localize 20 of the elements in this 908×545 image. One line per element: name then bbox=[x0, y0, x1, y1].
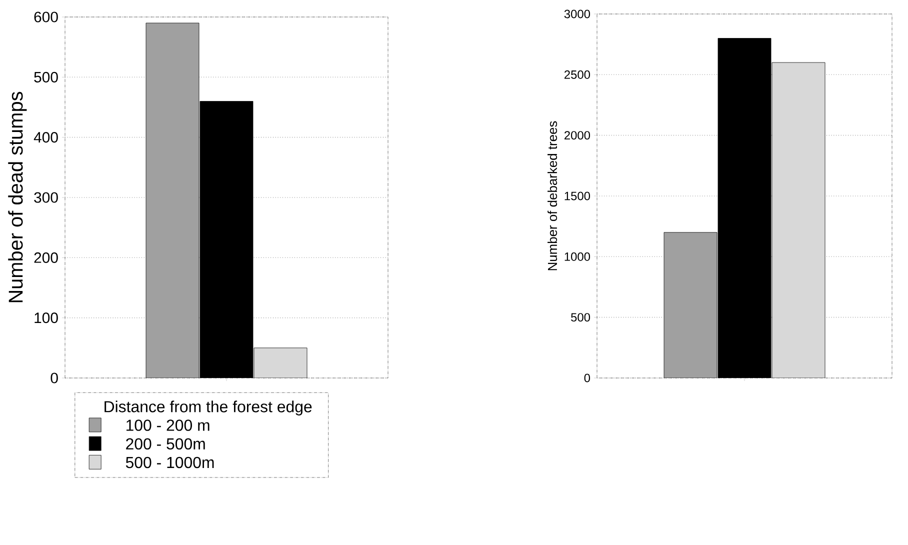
y-tick-label: 600 bbox=[34, 12, 58, 22]
y-tick-label: 300 bbox=[34, 192, 58, 203]
y-tick-label: 2500 bbox=[564, 70, 590, 79]
legend-label: 500 - 1000m bbox=[126, 456, 214, 468]
y-tick-label: 200 bbox=[34, 252, 58, 263]
y-axis-title: Number of debarked trees bbox=[548, 121, 558, 270]
y-axis-title: Number of dead stumps bbox=[8, 92, 27, 302]
y-tick-label: 500 bbox=[571, 313, 590, 322]
legend-label: 100 - 200 m bbox=[126, 420, 210, 431]
y-tick-label: 1000 bbox=[564, 252, 590, 261]
y-tick-label: 500 bbox=[34, 72, 58, 82]
y-tick-label: 2000 bbox=[564, 131, 590, 140]
y-tick-label: 0 bbox=[584, 374, 590, 382]
y-tick-label: 3000 bbox=[564, 10, 590, 18]
legend-label: 200 - 500m bbox=[126, 438, 205, 450]
y-tick-label: 400 bbox=[34, 132, 58, 143]
y-tick-label: 1500 bbox=[564, 192, 590, 200]
y-tick-label: 100 bbox=[34, 312, 58, 324]
legend-title: Distance from the forest edge bbox=[104, 400, 312, 416]
y-tick-label: 0 bbox=[50, 372, 58, 384]
